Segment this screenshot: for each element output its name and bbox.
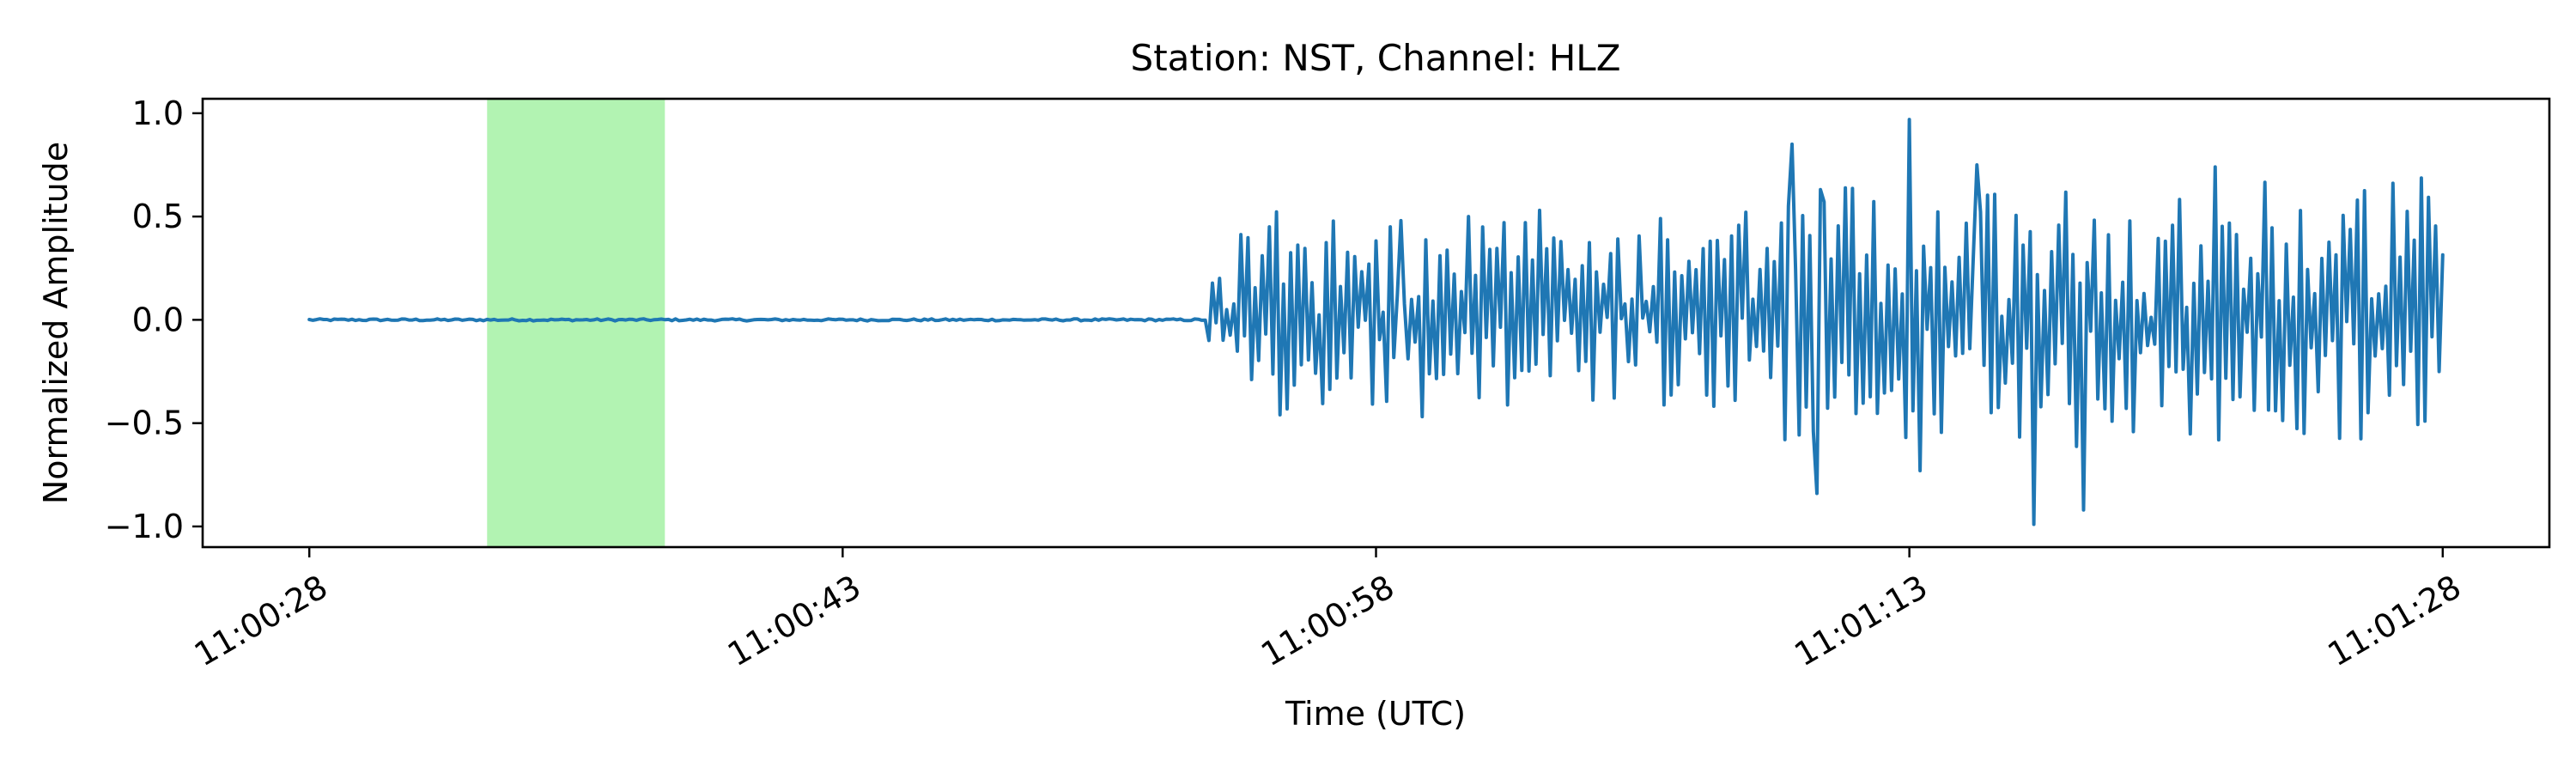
- x-tick-label: 11:01:13: [1788, 568, 1934, 673]
- x-tick-label: 11:00:58: [1255, 568, 1400, 673]
- x-tick-label: 11:01:28: [2321, 568, 2467, 673]
- y-tick-label: −1.0: [105, 508, 184, 545]
- y-tick-label: 0.0: [132, 301, 184, 338]
- x-tick-label: 11:00:43: [721, 568, 867, 673]
- y-axis: 1.0 0.5 0.0 −0.5 −1.0: [105, 94, 203, 545]
- highlight-band: [487, 99, 665, 547]
- chart-title: Station: NST, Channel: HLZ: [1131, 37, 1621, 79]
- y-tick-label: 0.5: [132, 198, 184, 235]
- plot-area: [201, 97, 2551, 549]
- x-tick-label: 11:00:28: [188, 568, 334, 673]
- waveform-line: [307, 118, 2445, 526]
- x-axis-label: Time (UTC): [1285, 695, 1466, 733]
- waveform: [307, 118, 2445, 526]
- y-tick-label: −0.5: [105, 405, 184, 442]
- y-axis-label: Normalized Amplitude: [37, 142, 75, 504]
- x-axis: 11:00:28 11:00:43 11:00:58 11:01:13 11:01:28: [188, 547, 2467, 673]
- y-tick-label: 1.0: [132, 94, 184, 132]
